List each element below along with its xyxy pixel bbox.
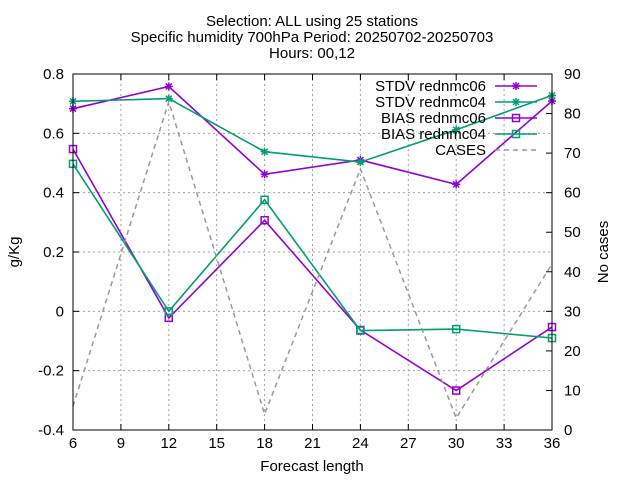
legend-item: STDV rednmc06 (375, 78, 537, 95)
marker-stroke (165, 95, 173, 103)
data-point (260, 170, 269, 179)
legend-label: CASES (435, 142, 486, 159)
series-cases (72, 99, 553, 420)
data-point (452, 125, 461, 134)
marker-stroke (356, 158, 364, 166)
y2-tick-label: 10 (564, 382, 581, 399)
x-tick-label: 9 (117, 435, 125, 452)
data-point (512, 82, 520, 90)
y2-axis-label: No cases (595, 221, 612, 284)
y-tick-label: -0.2 (38, 363, 64, 380)
y2-tick-label: 60 (564, 185, 581, 202)
title-line-1: Selection: ALL using 25 stations (206, 13, 418, 30)
data-point (260, 216, 269, 225)
legend-item: CASES (435, 142, 537, 159)
data-point (511, 113, 521, 123)
y2-tick-label: 70 (564, 145, 581, 162)
y-tick-label: 0.4 (43, 185, 64, 202)
x-tick-label: 24 (352, 435, 369, 452)
x-axis-label: Forecast length (260, 458, 363, 475)
marker-stroke (165, 82, 173, 90)
plot-series (68, 82, 557, 420)
marker-stroke (261, 170, 269, 178)
x-tick-label: 18 (256, 435, 273, 452)
y-tick-label: 0.2 (43, 244, 64, 261)
legend-label: STDV rednmc04 (375, 94, 486, 111)
data-point (452, 180, 461, 189)
legend-label: BIAS rednmc06 (381, 110, 486, 127)
legend-item: BIAS rednmc06 (381, 110, 537, 127)
data-point (260, 195, 269, 205)
y2-axis-ticks: 0 10 20 30 40 50 60 70 80 90 (546, 66, 581, 439)
y-tick-label: -0.4 (38, 422, 64, 439)
x-tick-label: 21 (304, 435, 321, 452)
x-tick-label: 15 (208, 435, 225, 452)
data-point (511, 129, 521, 139)
title-line-2: Specific humidity 700hPa Period: 2025070… (131, 29, 494, 46)
marker-stroke (512, 82, 520, 90)
y2-tick-label: 80 (564, 106, 581, 123)
series-line (72, 85, 553, 186)
y-tick-label: 0.6 (43, 125, 64, 142)
y-tick-label: 0 (56, 303, 64, 320)
data-point (164, 307, 174, 316)
y2-tick-label: 20 (564, 343, 581, 360)
y2-tick-label: 50 (564, 224, 581, 241)
data-point (451, 386, 461, 395)
data-point (451, 324, 461, 334)
x-tick-label: 30 (448, 435, 465, 452)
data-point (512, 98, 520, 106)
marker-stroke (452, 180, 460, 188)
y2-tick-label: 0 (564, 422, 572, 439)
series-line (72, 94, 553, 163)
y-axis-ticks: -0.4 -0.2 0 0.2 0.4 0.6 0.8 (38, 66, 79, 439)
data-point (164, 82, 173, 91)
y2-tick-label: 30 (564, 303, 581, 320)
data-point (356, 158, 365, 167)
x-tick-label: 33 (496, 435, 513, 452)
legend-label: STDV rednmc06 (375, 78, 486, 95)
series-line (72, 163, 553, 339)
marker-stroke (261, 148, 269, 156)
x-tick-label: 6 (69, 435, 77, 452)
x-tick-label: 27 (400, 435, 417, 452)
x-tick-label: 12 (160, 435, 177, 452)
legend-label: BIAS rednmc04 (381, 126, 486, 143)
marker-stroke (512, 98, 520, 106)
series-line (72, 148, 553, 392)
marker-stroke (452, 126, 460, 134)
y2-tick-label: 40 (564, 264, 581, 281)
y2-tick-label: 90 (564, 66, 581, 83)
legend-item: BIAS rednmc04 (381, 126, 537, 143)
data-point (356, 326, 365, 335)
grid (73, 74, 552, 430)
title-line-3: Hours: 00,12 (269, 45, 355, 62)
series-line (72, 99, 553, 420)
x-tick-label: 36 (544, 435, 561, 452)
data-point (260, 147, 269, 156)
chart-title: Selection: ALL using 25 stations Specifi… (131, 13, 494, 62)
x-axis-ticks: 6 9 12 15 18 21 24 27 30 33 36 (69, 74, 561, 452)
legend-item: STDV rednmc04 (375, 94, 537, 111)
y-tick-label: 0.8 (43, 66, 64, 83)
y-axis-label: g/Kg (6, 237, 23, 268)
